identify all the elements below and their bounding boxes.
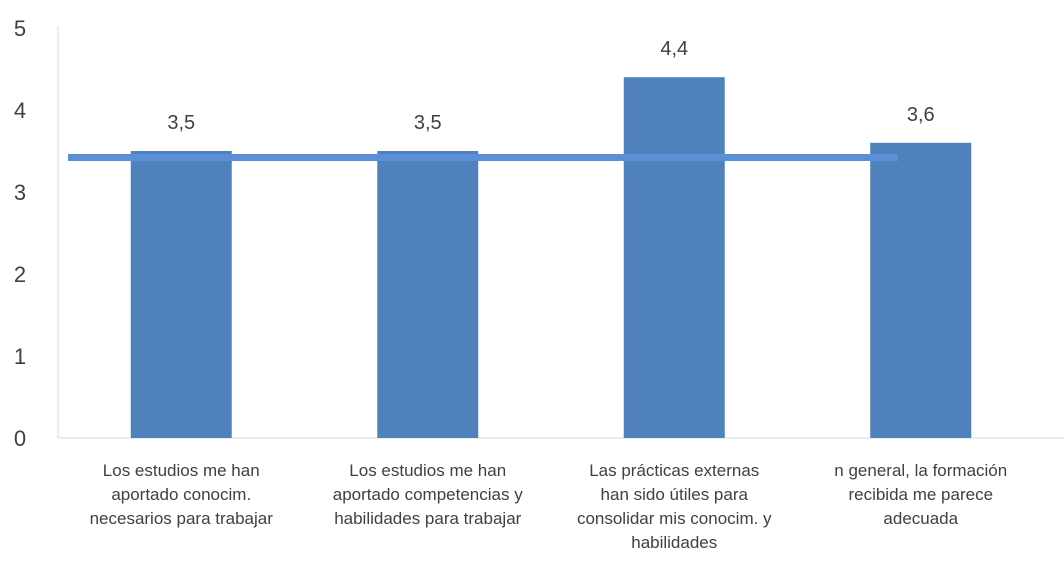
x-axis: Los estudios me han aportado conocim. nece… <box>90 461 1008 552</box>
bar <box>130 151 232 438</box>
x-tick-label: Los estudios me han <box>349 461 506 480</box>
y-axis: 0 1 2 3 4 5 <box>14 16 26 451</box>
bar <box>870 142 972 439</box>
bar <box>623 77 725 438</box>
x-tick-label: necesarios para trabajar <box>90 509 274 528</box>
x-tick-label: adecuada <box>883 509 958 528</box>
x-tick-label: n general, la formación <box>834 461 1007 480</box>
data-label: 3,5 <box>414 112 442 134</box>
x-tick-label: consolidar mis conocim. y <box>577 509 772 528</box>
x-tick-label: habilidades <box>631 533 717 552</box>
data-labels: 3,5 3,5 4,4 3,6 <box>167 38 934 134</box>
y-tick-label: 0 <box>14 426 26 451</box>
y-tick-label: 1 <box>14 344 26 369</box>
x-tick-label: han sido útiles para <box>601 485 749 504</box>
data-label: 3,5 <box>167 112 195 134</box>
y-tick-label: 4 <box>14 98 26 123</box>
data-label: 4,4 <box>660 38 688 60</box>
y-tick-label: 5 <box>14 16 26 41</box>
x-tick-label: Los estudios me han <box>103 461 260 480</box>
data-label: 3,6 <box>907 104 935 126</box>
y-tick-label: 2 <box>14 262 26 287</box>
x-tick-label: aportado conocim. <box>111 485 251 504</box>
bar <box>377 151 479 438</box>
x-tick-label: habilidades para trabajar <box>334 509 521 528</box>
x-tick-label: Las prácticas externas <box>589 461 759 480</box>
x-tick-label: aportado competencias y <box>333 485 523 504</box>
bars <box>130 77 972 439</box>
x-tick-label: recibida me parece <box>848 485 993 504</box>
y-tick-label: 3 <box>14 180 26 205</box>
